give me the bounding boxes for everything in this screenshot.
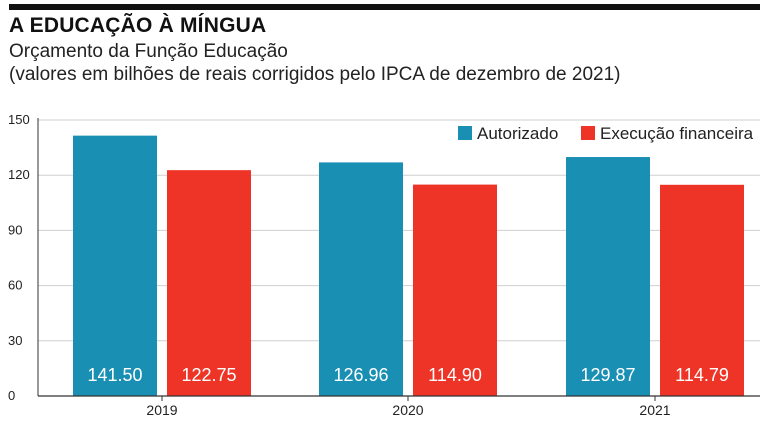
y-tick-label-150: 150 — [8, 112, 30, 127]
bar-execucao-2020 — [413, 184, 497, 396]
bar-autorizado-2019 — [73, 135, 157, 396]
bar-execucao-2021 — [660, 184, 744, 396]
legend-label-execucao: Execução financeira — [600, 124, 754, 143]
value-label-execucao-2020: 114.90 — [428, 365, 482, 385]
subtitle-line-2: (valores em bilhões de reais corrigidos … — [9, 64, 621, 85]
y-tick-label-120: 120 — [8, 167, 30, 182]
title-rule — [9, 4, 760, 10]
x-tick-label-2020: 2020 — [392, 402, 423, 418]
legend-swatch-autorizado — [458, 126, 472, 140]
value-label-execucao-2021: 114.79 — [675, 365, 729, 385]
value-label-autorizado-2021: 129.87 — [580, 365, 635, 385]
bar-autorizado-2020 — [319, 162, 403, 396]
x-tick-label-2021: 2021 — [639, 402, 670, 418]
legend-swatch-execucao — [581, 126, 595, 140]
chart-subtitle: Orçamento da Função Educação (valores em… — [9, 40, 621, 86]
y-tick-label-60: 60 — [8, 278, 22, 293]
bar-execucao-2019 — [167, 170, 251, 396]
x-tick-label-2019: 2019 — [146, 402, 177, 418]
value-label-execucao-2019: 122.75 — [181, 365, 236, 385]
y-tick-label-90: 90 — [8, 222, 22, 237]
chart-title: A EDUCAÇÃO À MÍNGUA — [9, 14, 267, 37]
value-label-autorizado-2019: 141.50 — [87, 365, 142, 385]
value-label-autorizado-2020: 126.96 — [333, 365, 388, 385]
y-tick-label-0: 0 — [8, 388, 15, 403]
y-tick-label-30: 30 — [8, 333, 22, 348]
subtitle-line-1: Orçamento da Função Educação — [9, 41, 288, 62]
bar-autorizado-2021 — [566, 157, 650, 396]
legend-label-autorizado: Autorizado — [477, 124, 558, 143]
